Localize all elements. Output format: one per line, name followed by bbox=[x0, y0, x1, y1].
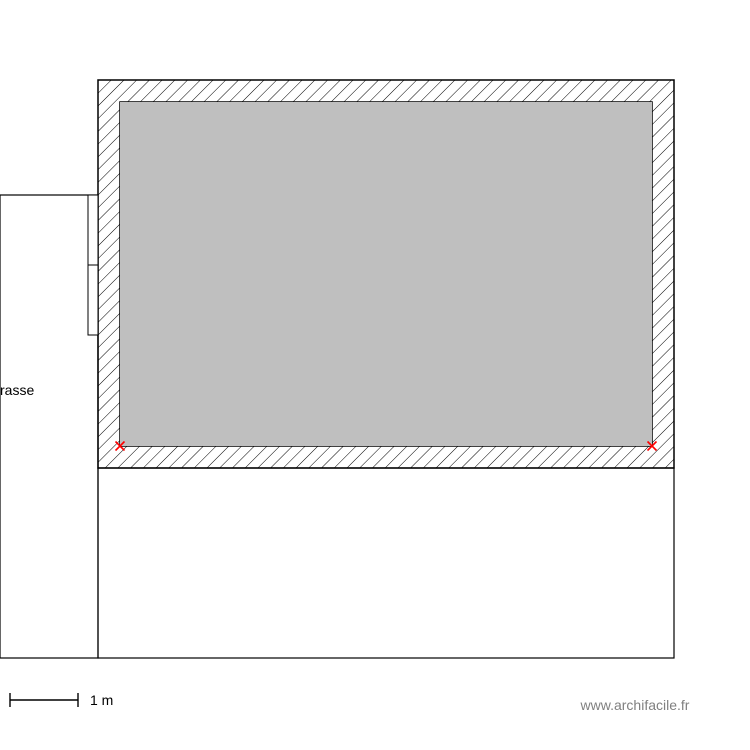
room-fill bbox=[120, 102, 652, 446]
scale-bar-label: 1 m bbox=[90, 692, 113, 708]
lower-block bbox=[98, 468, 674, 658]
side-small-rects bbox=[88, 195, 98, 335]
terrace-label: rasse bbox=[0, 382, 34, 398]
watermark: www.archifacile.fr bbox=[580, 697, 690, 713]
terrace-block bbox=[0, 195, 98, 658]
scale-bar bbox=[10, 693, 78, 707]
